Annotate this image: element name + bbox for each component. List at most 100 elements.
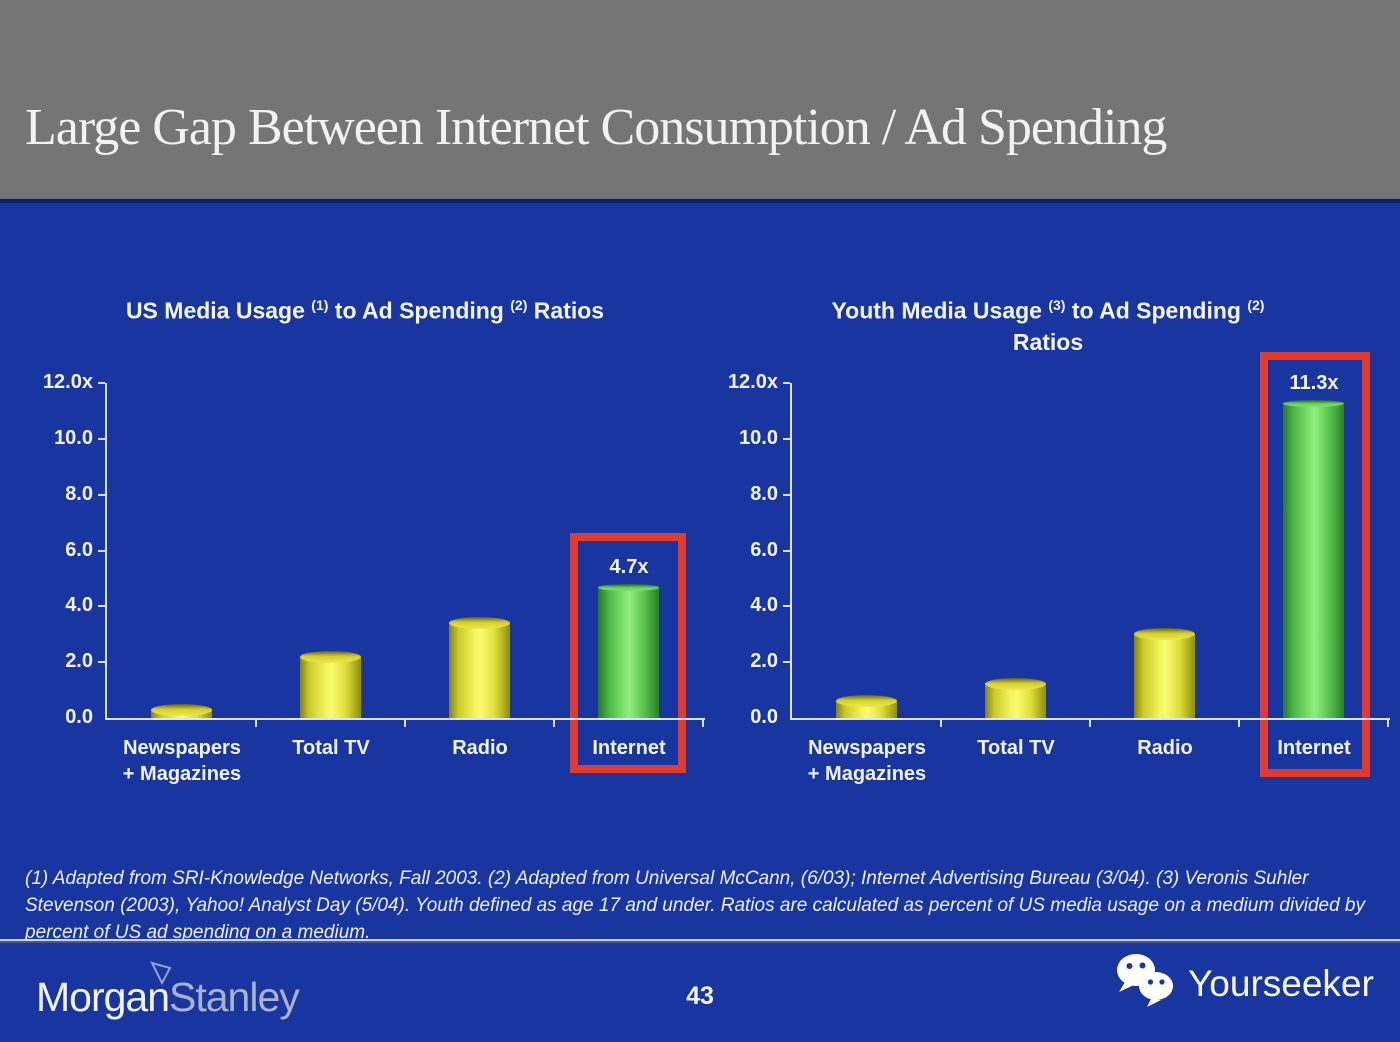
x-axis-tick (255, 720, 257, 727)
y-axis-label: 4.0 (750, 594, 778, 616)
slide-title: Large Gap Between Internet Consumption /… (25, 99, 1167, 156)
category-label-line: Radio (1137, 737, 1193, 759)
y-axis-label: 10.0 (54, 427, 93, 449)
slide-header: Large Gap Between Internet Consumption /… (0, 0, 1400, 203)
bar-top-cap (151, 704, 212, 716)
bar-top-cap (836, 695, 897, 707)
category-label-radio: Radio (390, 735, 570, 761)
category-label-total-tv: Total TV (926, 735, 1106, 761)
bar-value-label: 11.3x (1289, 372, 1339, 394)
bar-newspapers (151, 704, 212, 718)
chart-title: US Media Usage (1) to Ad Spending (2) Ra… (55, 290, 675, 327)
category-label-line: Total TV (977, 737, 1055, 759)
y-axis-tick (98, 438, 105, 440)
highlight-box-internet (570, 533, 686, 773)
category-label-total-tv: Total TV (241, 735, 421, 761)
category-label-line: Internet (1277, 737, 1351, 759)
y-axis-label: 12.0x (42, 371, 93, 393)
bar-total-tv (985, 678, 1046, 718)
category-label-line: Total TV (292, 737, 370, 759)
title-superscript: (2) (1247, 297, 1265, 313)
x-axis-tick (1238, 720, 1240, 727)
category-label-radio: Radio (1075, 735, 1255, 761)
category-label-line: Internet (592, 737, 666, 759)
y-axis-label: 8.0 (65, 483, 93, 505)
x-axis-tick (553, 720, 555, 727)
y-axis-label: 0.0 (65, 706, 93, 728)
y-axis-tick (98, 382, 105, 384)
bar-total-tv (300, 651, 361, 718)
highlight-box-internet (1260, 352, 1370, 777)
category-label-line: + Magazines (122, 763, 242, 785)
category-label-line: Newspapers (123, 737, 241, 759)
y-axis-label: 2.0 (65, 650, 93, 672)
brand-word-stanley: Stanley (169, 974, 300, 1020)
y-axis-label: 10.0 (739, 427, 778, 449)
footnote-text: (1) Adapted from SRI-Knowledge Networks,… (25, 868, 1365, 943)
bar-top-cap (1283, 400, 1344, 407)
y-axis-tick (783, 438, 790, 440)
title-text: Ratios (527, 297, 605, 324)
category-label-newspapers: Newspapers + Magazines (92, 735, 272, 787)
y-axis-line (790, 383, 792, 718)
y-axis-label: 0.0 (750, 706, 778, 728)
chart-title: Youth Media Usage (3) to Ad Spending (2)… (738, 290, 1358, 358)
x-axis-tick (404, 720, 406, 727)
y-axis-tick (783, 605, 790, 607)
watermark-text: Yourseeker (1188, 963, 1374, 1004)
x-axis-tick (940, 720, 942, 727)
bar-radio (1134, 628, 1195, 718)
y-axis-label: 12.0x (727, 371, 778, 393)
x-axis-tick (1089, 720, 1091, 727)
title-text: US Media Usage (125, 297, 312, 324)
title-text: Ratios (1012, 328, 1084, 355)
bar-top-cap (300, 651, 361, 663)
y-axis-tick (98, 605, 105, 607)
category-label-line: + Magazines (807, 763, 927, 785)
x-axis-tick (702, 720, 704, 727)
watermark: Yourseeker (1116, 953, 1374, 1016)
y-axis-tick (783, 494, 790, 496)
bar-value-label: 4.7x (609, 556, 649, 578)
wechat-speech-bubbles-icon (1116, 953, 1178, 1016)
bar-top-cap (985, 678, 1046, 690)
footer-divider-line (0, 939, 1400, 943)
bar-top-cap (1134, 628, 1195, 640)
bar-radio (449, 617, 510, 718)
y-axis-tick (783, 661, 790, 663)
title-superscript: (3) (1048, 297, 1066, 313)
title-text: to Ad Spending (328, 297, 511, 324)
brand-word-morgan: Morgan (36, 974, 170, 1020)
title-text: to Ad Spending (1065, 297, 1248, 324)
y-axis-label: 6.0 (65, 539, 93, 561)
y-axis-tick (98, 550, 105, 552)
category-label-line: Radio (452, 737, 508, 759)
y-axis-tick (98, 661, 105, 663)
title-superscript: (1) (311, 297, 329, 313)
category-label-internet: Internet (539, 735, 719, 761)
x-axis-line (105, 718, 705, 720)
bar-newspapers (836, 695, 897, 718)
y-axis-label: 6.0 (750, 539, 778, 561)
category-label-internet: Internet (1224, 735, 1400, 761)
bar-top-cap (598, 584, 659, 591)
x-axis-line (790, 718, 1390, 720)
title-text: Youth Media Usage (831, 297, 1049, 324)
x-axis-tick (1387, 720, 1389, 727)
bar-top-cap (449, 617, 510, 629)
morgan-stanley-triangle-icon (148, 960, 174, 991)
bar-internet (1283, 400, 1344, 718)
y-axis-tick (98, 494, 105, 496)
morgan-stanley-logo: MorganStanley (36, 974, 300, 1021)
y-axis-label: 4.0 (65, 594, 93, 616)
y-axis-label: 2.0 (750, 650, 778, 672)
category-label-newspapers: Newspapers + Magazines (777, 735, 957, 787)
bar-internet (598, 584, 659, 718)
category-label-line: Newspapers (808, 737, 926, 759)
y-axis-line (105, 383, 107, 718)
title-superscript: (2) (510, 297, 528, 313)
y-axis-tick (783, 550, 790, 552)
y-axis-label: 8.0 (750, 483, 778, 505)
